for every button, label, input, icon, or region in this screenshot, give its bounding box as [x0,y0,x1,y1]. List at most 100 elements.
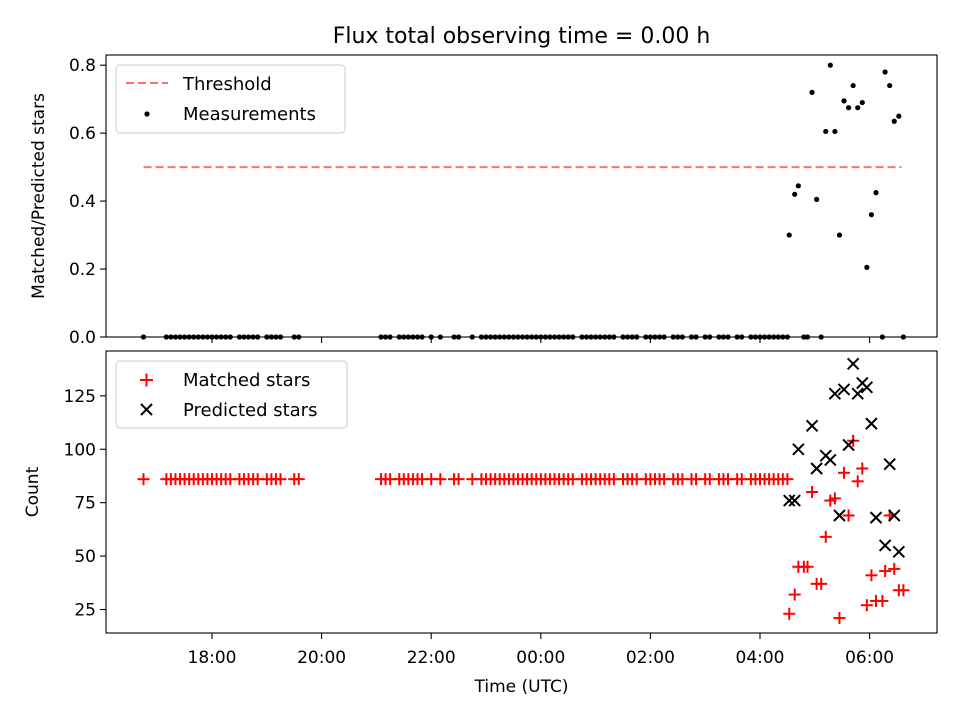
x-axis-label: Time (UTC) [474,677,569,697]
predicted-point [833,509,846,522]
matched-point [806,486,819,498]
legend-matched-label: Matched stars [183,370,310,391]
legend-predicted-label: Predicted stars [183,400,317,421]
predicted-point [783,494,796,507]
top-axes-frame [105,54,938,338]
measurement-point [855,105,861,111]
matched-point [860,599,873,612]
predicted-point [828,387,842,400]
matched-points [137,434,910,625]
top-legend: Threshold Measurements [115,64,346,134]
bottom-y-tick-label: 125 [64,387,96,407]
top-legend-box [115,64,346,134]
x-tick-label: 04:00 [736,648,785,668]
predicted-point [810,462,823,475]
predicted-point [824,453,837,467]
x-tick-label: 20:00 [297,648,346,668]
matched-point [876,594,889,607]
matched-point [819,530,832,543]
legend-predicted-swatch [140,403,153,416]
matched-point [815,577,828,590]
matched-point [274,473,287,486]
bottom-panel: 25 50 75 100 125 18:00 20:00 22:00 00:00 02:00 04… [23,350,938,697]
top-y-tick-label: 0.4 [69,192,96,212]
matched-point [856,462,869,475]
x-tick-label: 18:00 [188,648,237,668]
x-tick-label: 00:00 [516,648,565,668]
predicted-point [888,509,901,522]
measurement-point [868,212,875,218]
measurement-point [827,62,833,68]
predicted-points [783,357,906,559]
matched-point [842,509,855,522]
bottom-x-ticks: 18:00 20:00 22:00 00:00 02:00 04:00 06:00 [188,633,894,668]
bottom-y-tick-label: 100 [64,440,96,460]
matched-point [783,607,796,620]
bottom-y-tick-label: 25 [74,601,96,621]
top-y-ticks: 0.0 0.2 0.4 0.6 0.8 [69,56,106,348]
legend-matched-swatch [140,373,153,387]
matched-point [865,569,878,582]
measurement-point [859,99,865,106]
predicted-point [805,419,819,432]
matched-point [888,562,901,575]
matched-point [838,466,851,479]
x-tick-label: 22:00 [407,648,456,668]
matched-point [292,473,305,486]
predicted-point [860,381,874,394]
bottom-y-tick-label: 50 [74,547,96,567]
top-panel: 0.00.20.40.60.8 Matched/Predicted stars … [29,54,938,348]
matched-point [879,565,892,578]
top-y-tick-label: 0.6 [69,124,96,144]
top-y-tick-label: 0.2 [69,260,96,280]
matched-point [781,473,794,486]
measurement-point [887,82,893,89]
measurement-point [845,105,852,111]
x-tick-label: 06:00 [845,648,894,668]
top-x-ticks [211,337,871,343]
measurement-point [814,196,820,202]
matched-point [833,612,846,625]
matched-point [788,588,801,601]
matched-point [452,473,465,486]
measurement-point [864,264,870,270]
predicted-point [842,438,855,452]
measurement-point [891,118,897,124]
measurement-point [823,128,829,135]
matched-point [851,475,864,488]
legend-threshold-label: Threshold [182,74,272,95]
bottom-axes-frame [105,350,938,634]
legend-measurements-swatch [144,111,150,117]
matched-point [434,473,447,486]
top-y-tick-label: 0.0 [69,328,96,348]
measurement-point [882,69,888,75]
top-y-tick-label: 0.8 [69,56,96,76]
predicted-point [846,357,860,371]
predicted-point [851,387,864,400]
predicted-point [837,383,851,396]
bottom-legend: Matched stars Predicted stars [115,360,348,429]
predicted-point [883,458,896,471]
measurement-point [873,190,879,196]
matched-point [828,492,841,505]
x-tick-label: 02:00 [626,648,675,668]
bottom-y-ticks: 25 50 75 100 125 [64,387,106,621]
legend-measurements-label: Measurements [183,104,316,125]
measurement-point [786,232,792,238]
measurement-point [850,82,856,89]
measurement-point [896,113,902,119]
bottom-y-tick-label: 75 [74,494,96,514]
matched-point [897,584,910,597]
measurement-point [809,89,815,95]
matched-point [137,473,150,486]
measurement-point [792,191,798,197]
chart-title: Flux total observing time = 0.00 h [333,24,711,49]
bottom-legend-box [115,360,348,429]
top-y-axis-label: Matched/Predicted stars [29,93,49,299]
measurement-point [841,98,847,104]
bottom-y-axis-label: Count [23,466,43,517]
predicted-point [878,539,892,552]
predicted-point [892,545,906,559]
predicted-point [788,494,801,507]
